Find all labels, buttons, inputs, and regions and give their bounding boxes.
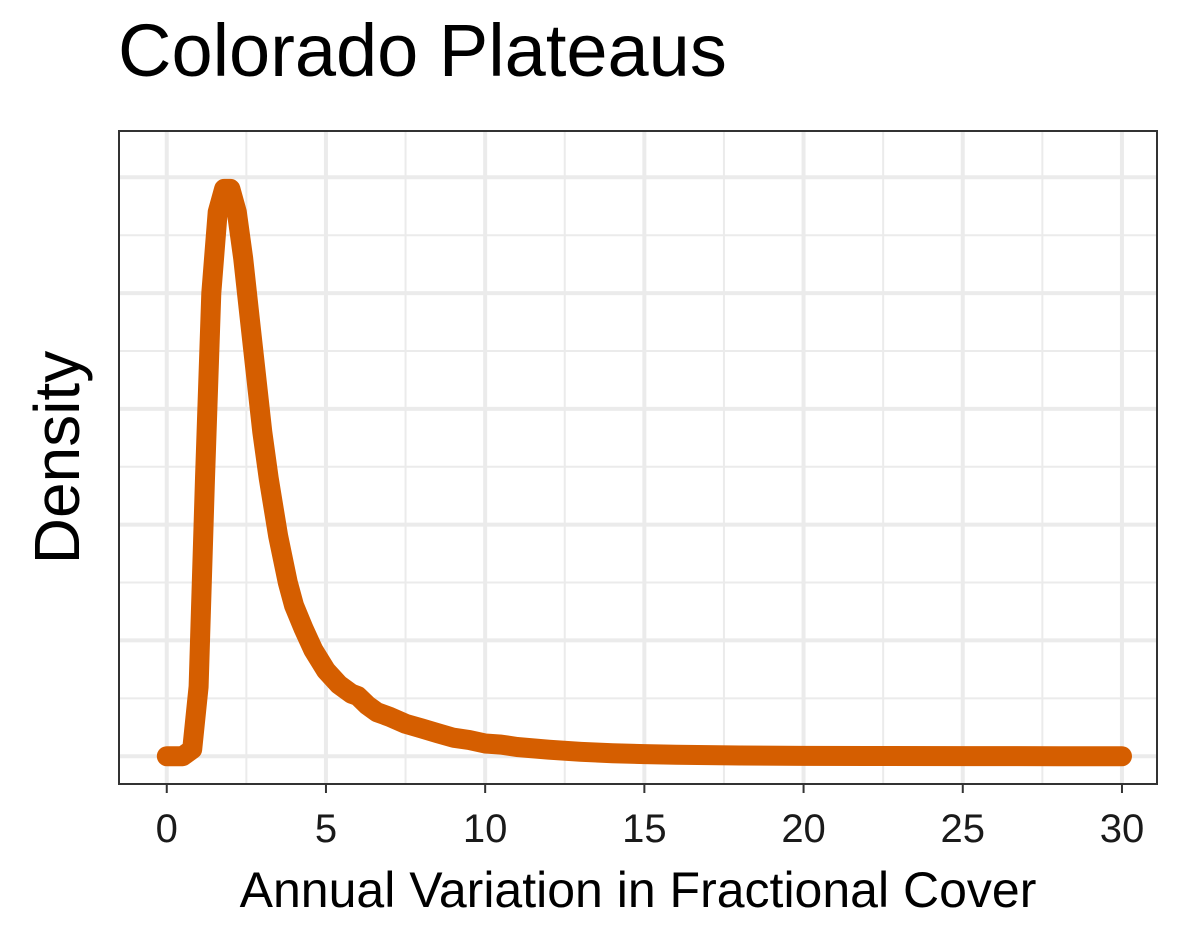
x-tick-label: 20 [781,807,826,851]
y-axis-title: Density [21,351,93,564]
x-tick-label: 0 [156,807,178,851]
x-tick-label: 5 [315,807,337,851]
density-line [156,178,1132,767]
panel-border [118,130,1158,785]
x-tick-label: 10 [463,807,508,851]
x-tick-label: 30 [1100,807,1145,851]
x-axis-title: Annual Variation in Fractional Cover [240,862,1037,918]
x-axis-tick-labels: 0 5 10 15 20 25 30 [156,807,1145,851]
chart-title: Colorado Plateaus [118,9,727,92]
x-tick-label: 15 [622,807,667,851]
x-tick-label: 25 [941,807,986,851]
x-axis-ticks [165,784,1123,793]
grid-major-x [164,131,1124,784]
